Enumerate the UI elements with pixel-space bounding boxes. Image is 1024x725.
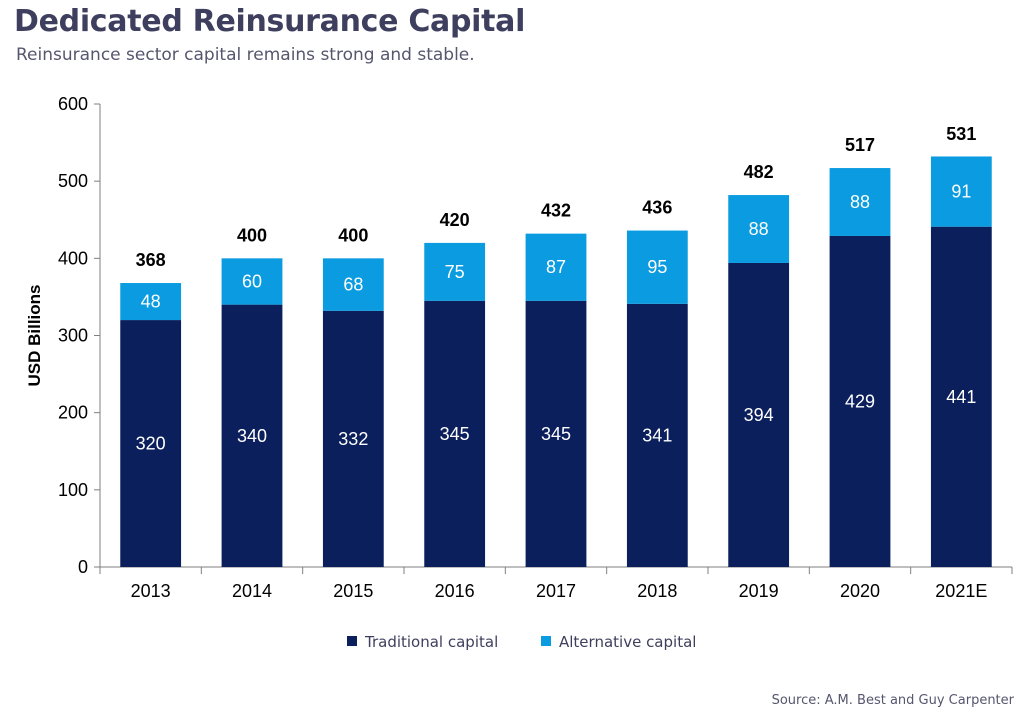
x-tick-label: 2016 (435, 581, 475, 601)
x-tick-label: 2017 (536, 581, 576, 601)
total-value-label: 531 (946, 124, 976, 144)
alternative-bar-2013 (120, 283, 182, 321)
chart-title: Dedicated Reinsurance Capital (14, 4, 526, 39)
legend-traditional: Traditional capital (347, 633, 498, 651)
y-axis-label: USD Billions (25, 284, 44, 386)
x-tick-label: 2014 (232, 581, 272, 601)
alternative-value-label: 60 (242, 271, 262, 291)
alternative-bar-2014 (221, 258, 283, 305)
y-tick-label: 200 (58, 403, 88, 423)
y-tick-label: 400 (58, 248, 88, 268)
total-value-label: 400 (338, 225, 368, 245)
traditional-bar-2013 (120, 320, 182, 567)
alternative-value-label: 75 (445, 262, 465, 282)
traditional-value-label: 320 (136, 434, 166, 454)
total-value-label: 482 (744, 162, 774, 182)
alternative-value-label: 91 (951, 182, 971, 202)
alternative-value-label: 48 (141, 292, 161, 312)
total-value-label: 368 (136, 250, 166, 270)
traditional-bar-2020 (829, 235, 891, 567)
y-tick-label: 600 (58, 94, 88, 114)
traditional-value-label: 429 (845, 391, 875, 411)
x-tick-label: 2019 (739, 581, 779, 601)
alternative-value-label: 95 (647, 257, 667, 277)
traditional-value-label: 441 (946, 387, 976, 407)
alternative-bar-2019 (728, 195, 790, 263)
chart-subtitle: Reinsurance sector capital remains stron… (16, 45, 475, 65)
traditional-bar-2016 (424, 300, 486, 567)
y-tick-label: 300 (58, 326, 88, 346)
alternative-bar-2016 (424, 242, 486, 301)
legend-label: Traditional capital (364, 633, 498, 651)
traditional-value-label: 345 (541, 424, 571, 444)
traditional-bar-2015 (322, 310, 384, 567)
y-tick-label: 100 (58, 480, 88, 500)
alternative-value-label: 88 (850, 192, 870, 212)
total-value-label: 432 (541, 201, 571, 221)
traditional-value-label: 345 (440, 424, 470, 444)
alternative-bar-2018 (626, 230, 688, 304)
x-tick-label: 2020 (840, 581, 880, 601)
legend-alternative: Alternative capital (541, 633, 696, 651)
legend-swatch (541, 636, 551, 646)
alternative-bar-2017 (525, 233, 587, 301)
alternative-value-label: 68 (343, 275, 363, 295)
source-note: Source: A.M. Best and Guy Carpenter (771, 693, 1014, 708)
traditional-value-label: 341 (642, 425, 672, 445)
alternative-value-label: 88 (749, 219, 769, 239)
alternative-value-label: 87 (546, 257, 566, 277)
alternative-bar-2021E (930, 156, 992, 227)
legend-label: Alternative capital (559, 633, 696, 651)
y-tick-label: 0 (78, 557, 88, 577)
legend-swatch (347, 636, 357, 646)
x-tick-label: 2015 (333, 581, 373, 601)
total-value-label: 436 (642, 198, 672, 218)
x-tick-label: 2013 (131, 581, 171, 601)
traditional-bar-2019 (728, 262, 790, 567)
x-tick-label: 2021E (935, 581, 987, 601)
x-tick-label: 2018 (637, 581, 677, 601)
traditional-value-label: 332 (338, 429, 368, 449)
total-value-label: 420 (440, 210, 470, 230)
traditional-bar-2021E (930, 226, 992, 567)
total-value-label: 400 (237, 225, 267, 245)
total-value-label: 517 (845, 135, 875, 155)
traditional-bar-2018 (626, 303, 688, 567)
traditional-bar-2017 (525, 300, 587, 567)
traditional-bar-2014 (221, 304, 283, 567)
y-tick-label: 500 (58, 171, 88, 191)
alternative-bar-2020 (829, 168, 891, 236)
traditional-value-label: 340 (237, 426, 267, 446)
alternative-bar-2015 (322, 258, 384, 311)
traditional-value-label: 394 (744, 405, 774, 425)
